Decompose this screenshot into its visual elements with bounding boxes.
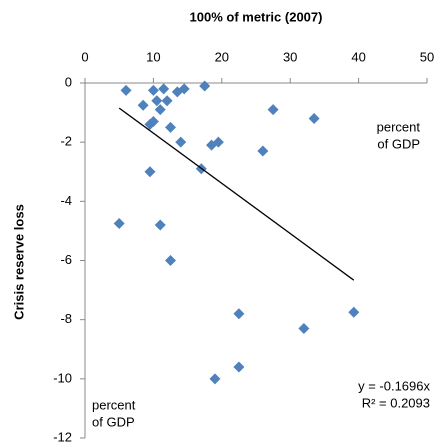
- data-point: [298, 323, 310, 335]
- data-point: [165, 255, 176, 266]
- data-point: [144, 118, 156, 130]
- y-tick-label: -6: [60, 252, 72, 267]
- y-tick-label: 0: [65, 74, 72, 89]
- data-point: [120, 84, 132, 96]
- data-point: [348, 306, 360, 318]
- data-point: [257, 145, 269, 157]
- data-point: [233, 361, 245, 373]
- y-axis-label: Crisis reserve loss: [11, 204, 26, 320]
- data-point: [144, 166, 156, 178]
- data-point: [206, 139, 218, 151]
- x-tick-label: 30: [283, 49, 297, 64]
- data-point: [199, 80, 211, 92]
- annotation: of GDP: [377, 136, 420, 151]
- data-point: [171, 86, 183, 98]
- x-tick-label: 40: [351, 49, 365, 64]
- data-point: [147, 84, 159, 96]
- annotation: percent: [92, 397, 136, 412]
- data-point: [137, 99, 149, 111]
- annotation: percent: [377, 119, 421, 134]
- y-tick-label: -2: [60, 134, 72, 149]
- y-tick-label: -10: [53, 370, 72, 385]
- y-tick-label: -4: [60, 193, 72, 208]
- trendline-r2: R² = 0.2093: [362, 395, 430, 410]
- data-point: [154, 219, 166, 231]
- data-point: [233, 308, 245, 320]
- x-tick-label: 20: [215, 49, 229, 64]
- x-tick-label: 10: [146, 49, 160, 64]
- trendline-equation: y = -0.1696x: [358, 378, 430, 393]
- data-point: [267, 104, 279, 116]
- y-tick-label: -8: [60, 311, 72, 326]
- data-point: [154, 104, 166, 116]
- data-point: [161, 95, 173, 107]
- y-tick-label: -12: [53, 429, 72, 442]
- x-tick-label: 50: [420, 49, 434, 64]
- data-point: [175, 136, 187, 148]
- data-point: [209, 373, 221, 385]
- data-point: [165, 121, 176, 133]
- data-point: [158, 83, 170, 95]
- data-point: [151, 95, 163, 107]
- data-point: [308, 113, 320, 124]
- data-point: [113, 218, 125, 230]
- x-tick-label: 0: [81, 49, 88, 64]
- annotation: of GDP: [92, 414, 135, 429]
- trendline: [118, 107, 355, 281]
- chart-title: 100% of metric (2007): [190, 9, 323, 24]
